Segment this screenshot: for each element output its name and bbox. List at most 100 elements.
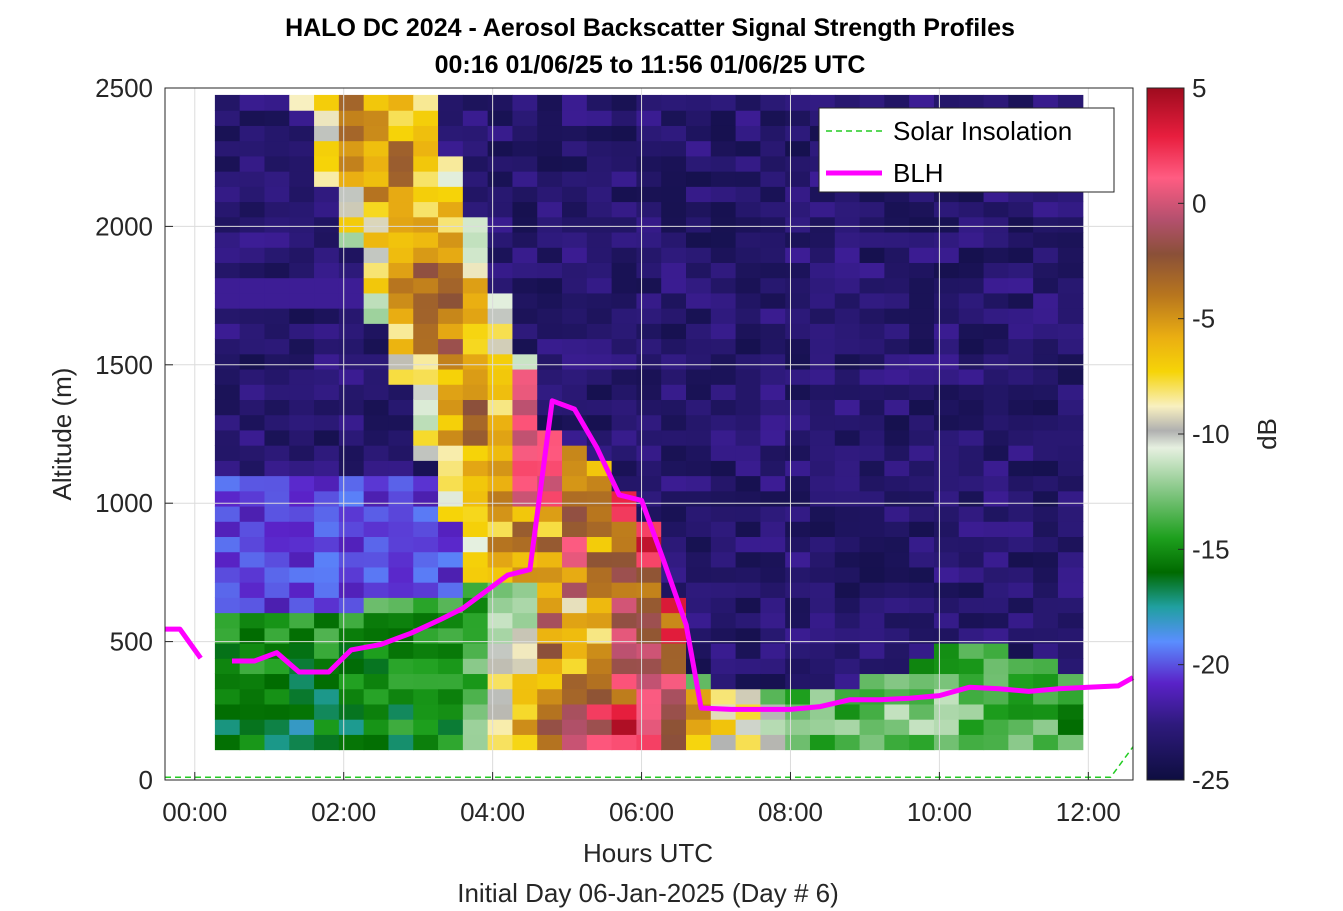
heatmap-cell <box>388 658 414 675</box>
heatmap-cell <box>487 719 514 735</box>
heatmap-cell <box>512 216 538 233</box>
heatmap-cell <box>958 719 985 735</box>
heatmap-cell <box>239 201 266 218</box>
heatmap-cell <box>611 703 638 720</box>
heatmap-cell <box>413 155 439 172</box>
heatmap-cell <box>264 445 290 461</box>
heatmap-cell <box>710 201 737 218</box>
heatmap-cell <box>239 231 266 248</box>
heatmap-cell <box>239 551 266 568</box>
heatmap-cell <box>958 597 985 614</box>
heatmap-cell <box>264 186 290 203</box>
heatmap-cell <box>512 186 538 203</box>
heatmap-cell <box>710 262 737 279</box>
heatmap-cell <box>239 140 266 157</box>
heatmap-cell <box>487 110 514 126</box>
heatmap-cell <box>363 94 390 111</box>
heatmap-cell <box>289 262 315 279</box>
heatmap-cell <box>834 201 861 218</box>
heatmap-cell <box>933 460 960 477</box>
heatmap-cell <box>785 582 811 598</box>
heatmap-cell <box>760 460 786 477</box>
heatmap-cell <box>413 368 439 385</box>
heatmap-cell <box>289 688 315 705</box>
heatmap-cell <box>363 353 390 370</box>
heatmap-cell <box>760 734 786 751</box>
heatmap-cell <box>214 445 241 461</box>
heatmap-cell <box>537 597 563 614</box>
heatmap-cell <box>834 597 861 614</box>
heatmap-cell <box>388 262 414 279</box>
heatmap-cell <box>884 429 910 446</box>
heatmap-cell <box>1008 475 1034 492</box>
heatmap-cell <box>884 597 910 614</box>
heatmap-cell <box>785 323 811 340</box>
heatmap-cell <box>413 231 439 248</box>
heatmap-cell <box>487 292 514 309</box>
heatmap-cell <box>760 231 786 248</box>
heatmap-cell <box>413 384 439 400</box>
heatmap-cell <box>661 521 687 538</box>
heatmap-cell <box>661 536 687 553</box>
heatmap-cell <box>933 612 960 629</box>
heatmap-cell <box>314 734 340 751</box>
heatmap-cell <box>462 323 489 340</box>
heatmap-cell <box>314 719 340 735</box>
heatmap-cell <box>760 384 786 400</box>
heatmap-cell <box>958 627 985 644</box>
heatmap-cell <box>239 612 266 629</box>
heatmap-cell <box>834 368 861 385</box>
heatmap-cell <box>834 703 861 720</box>
heatmap-cell <box>239 490 266 507</box>
heatmap-cell <box>562 673 588 690</box>
heatmap-cell <box>338 201 365 218</box>
heatmap-cell <box>462 384 489 400</box>
heatmap-cell <box>611 186 638 203</box>
heatmap-cell <box>1008 566 1034 583</box>
y-tick-label: 500 <box>110 627 153 657</box>
heatmap-cell <box>264 505 290 522</box>
heatmap-cell <box>809 505 836 522</box>
heatmap-cell <box>214 216 241 233</box>
heatmap-cell <box>859 368 885 385</box>
heatmap-cell <box>537 262 563 279</box>
heatmap-cell <box>958 323 985 340</box>
series-lines <box>165 398 1135 778</box>
heatmap-cell <box>562 658 588 675</box>
heatmap-cell <box>760 94 786 111</box>
heatmap-cell <box>562 323 588 340</box>
heatmap-cell <box>363 262 390 279</box>
heatmap-cell <box>735 551 761 568</box>
heatmap-cell <box>338 110 365 126</box>
heatmap-cell <box>487 414 514 431</box>
heatmap-cell <box>958 566 985 583</box>
heatmap-cell <box>338 460 365 477</box>
heatmap-cell <box>1033 673 1059 690</box>
heatmap-cell <box>438 201 464 218</box>
heatmap-cell <box>735 521 761 538</box>
heatmap-cell <box>512 642 538 659</box>
heatmap-cell <box>611 94 638 111</box>
heatmap-cell <box>1057 475 1084 492</box>
heatmap-cell <box>413 536 439 553</box>
heatmap-cell <box>1057 719 1084 735</box>
heatmap-cell <box>413 171 439 187</box>
heatmap-cell <box>785 475 811 492</box>
heatmap-cell <box>462 703 489 720</box>
heatmap-cell <box>1057 505 1084 522</box>
heatmap-cell <box>314 292 340 309</box>
heatmap-cell <box>388 353 414 370</box>
heatmap-cell <box>562 171 588 187</box>
heatmap-cell <box>438 642 464 659</box>
heatmap-cell <box>462 231 489 248</box>
heatmap-cell <box>1057 323 1084 340</box>
heatmap-cell <box>809 475 836 492</box>
heatmap-cell <box>462 490 489 507</box>
heatmap-cell <box>487 627 514 644</box>
heatmap-cell <box>909 505 935 522</box>
heatmap-cell <box>909 582 935 598</box>
heatmap-cell <box>413 490 439 507</box>
x-tick-label: 06:00 <box>609 797 674 827</box>
heatmap-cell <box>710 155 737 172</box>
heatmap-cell <box>933 445 960 461</box>
